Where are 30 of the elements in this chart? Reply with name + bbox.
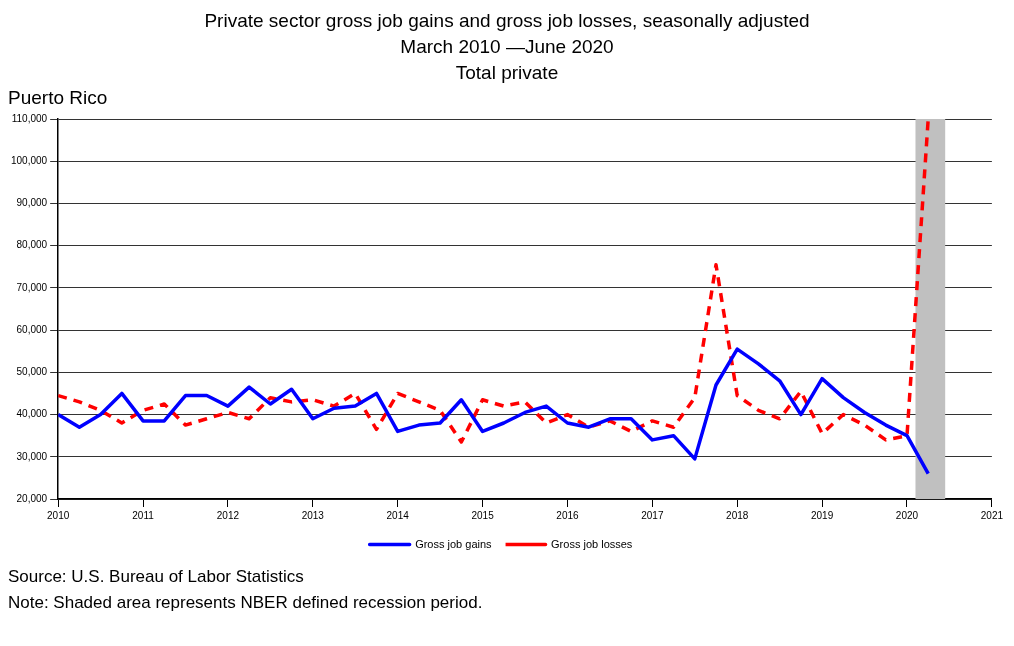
x-tick-label: 2015 (471, 509, 495, 521)
x-tick-label: 2014 (386, 509, 410, 521)
x-tick-label: 2017 (641, 509, 664, 521)
x-tick-label: 2012 (216, 509, 240, 521)
legend-label: Gross job losses (551, 537, 633, 550)
x-tick-label: 2020 (895, 509, 919, 521)
text: Note: Shaded area represents NBER defined recession period. (8, 592, 484, 614)
x-tick-label: 2013 (301, 509, 325, 521)
source-note: Source: U.S. Bureau of Labor Statistics (8, 566, 305, 588)
line-series (58, 119, 930, 444)
y-tick-label: 30,000 (16, 450, 48, 462)
y-tick-label: 90,000 (16, 197, 48, 209)
y-tick-label: 110,000 (11, 112, 48, 124)
x-tick-label: 2011 (132, 509, 155, 521)
x-tick-label: 2016 (556, 509, 580, 521)
y-tick-label: 80,000 (16, 239, 48, 251)
x-tick-label: 2021 (980, 509, 1004, 521)
chart-subtitle: March 2010 —June 2020 Total private (399, 35, 615, 85)
y-axis-title: Puerto Rico (8, 86, 109, 110)
legend-label: Gross job gains (415, 537, 493, 550)
y-tick-label: 100,000 (10, 154, 48, 166)
y-tick-label: 50,000 (16, 366, 48, 378)
y-tick-label: 70,000 (16, 281, 48, 293)
y-tick-label: 20,000 (16, 492, 48, 504)
x-tick-label: 2018 (726, 509, 749, 521)
y-tick-label: 40,000 (16, 408, 48, 420)
x-tick-label: 2019 (810, 509, 834, 521)
x-tick-label: 2010 (47, 509, 70, 521)
y-tick-label: 60,000 (16, 323, 48, 335)
chart-title: Private sector gross job gains and gross job losses, seasonally adjusted (203, 9, 811, 33)
